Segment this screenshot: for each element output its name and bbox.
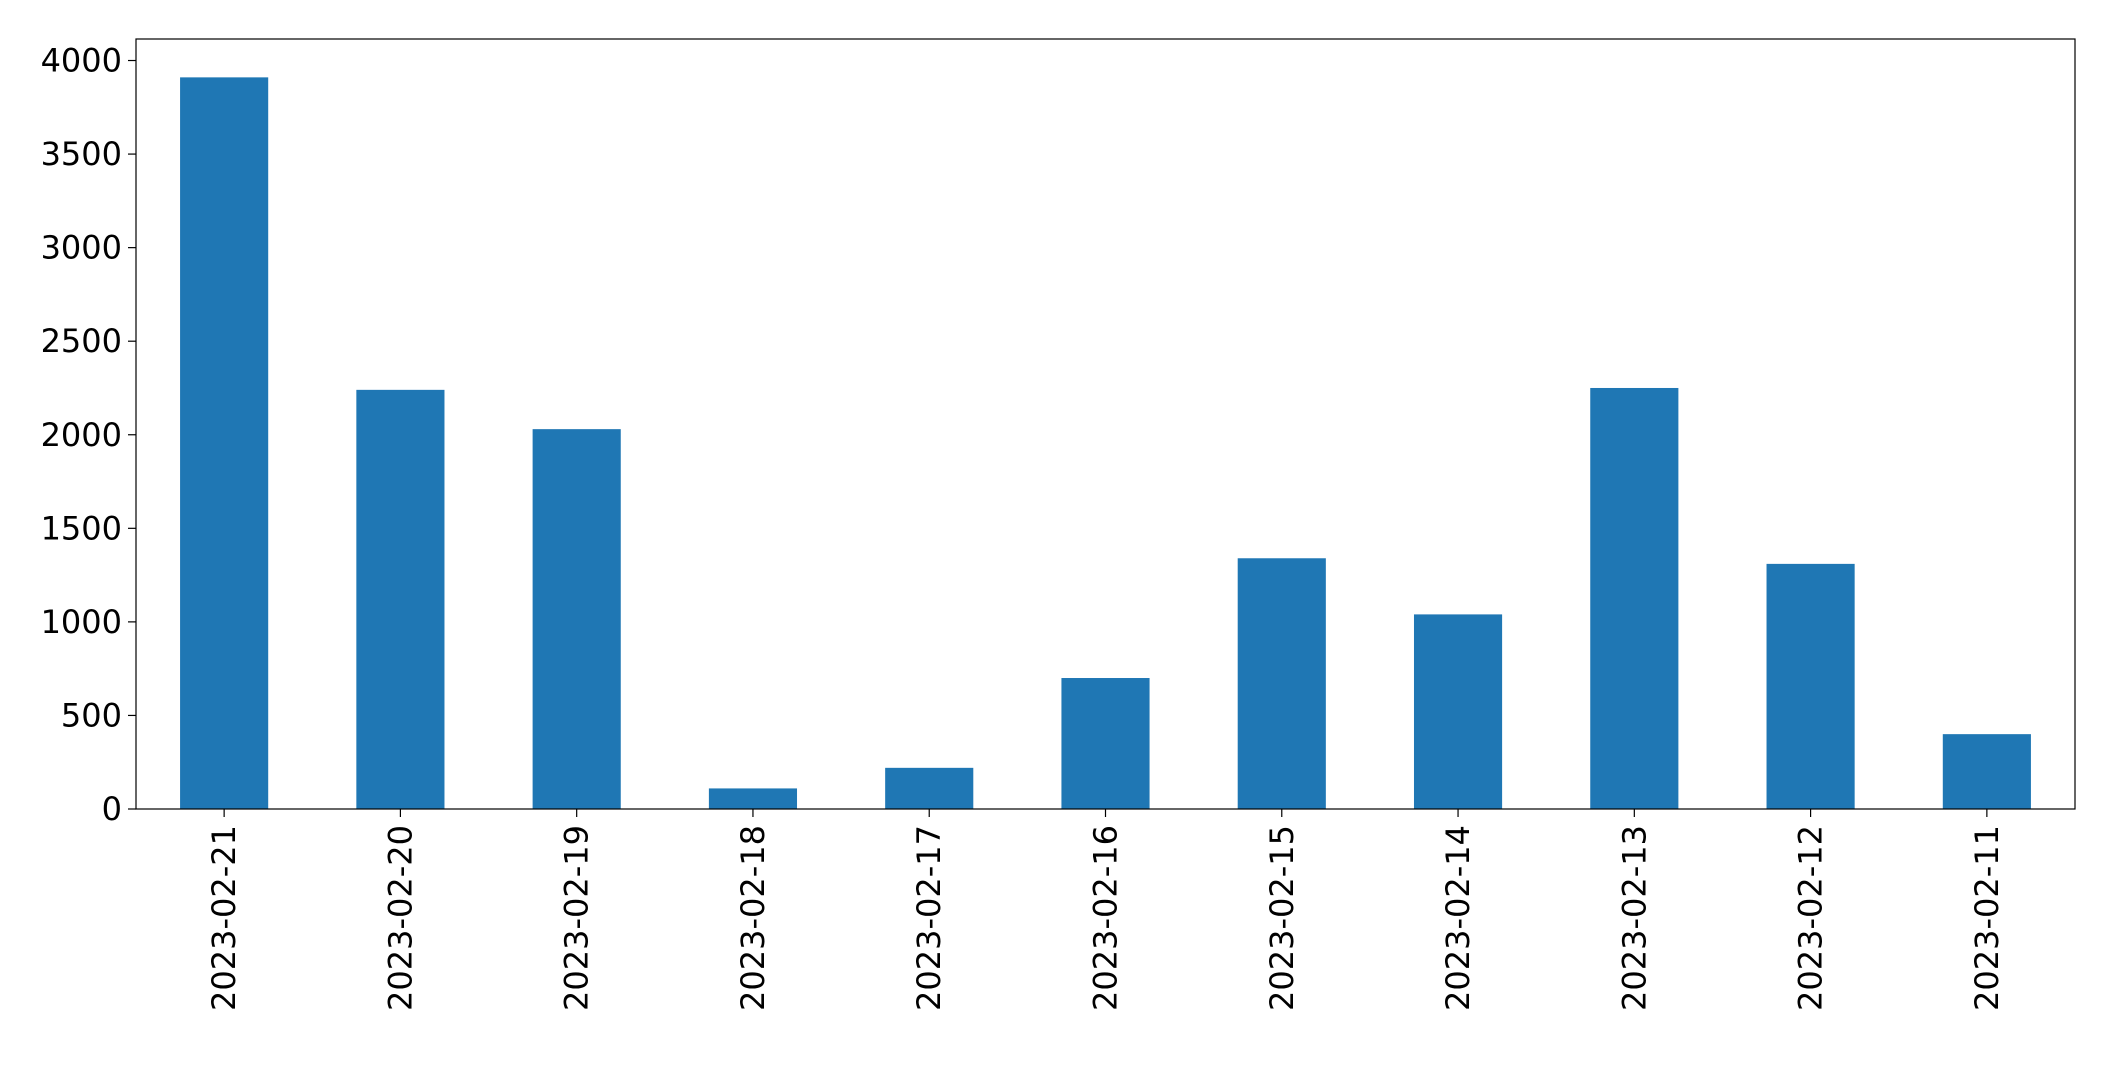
x-tick-label: 2023-02-17 <box>910 825 948 1011</box>
bar <box>1413 614 1503 809</box>
plot-frame <box>135 38 2076 810</box>
x-tick-label: 2023-02-18 <box>734 825 772 1011</box>
y-tick-label: 500 <box>61 696 122 734</box>
x-tick-label: 2023-02-15 <box>1263 825 1301 1011</box>
x-tick-label: 2023-02-14 <box>1439 825 1477 1011</box>
bar <box>1590 387 1679 809</box>
y-tick-label: 3500 <box>41 135 122 173</box>
bar <box>1061 678 1150 809</box>
y-tick-label: 2000 <box>41 416 122 454</box>
x-tick-label: 2023-02-11 <box>1968 825 2006 1011</box>
y-tick-label: 1500 <box>41 509 122 547</box>
x-tick-label: 2023-02-16 <box>1087 825 1125 1011</box>
x-tick-label: 2023-02-12 <box>1792 825 1830 1011</box>
bar <box>1237 558 1326 809</box>
x-tick-label: 2023-02-13 <box>1615 825 1653 1011</box>
bar <box>708 788 798 809</box>
bar <box>180 77 269 809</box>
y-tick-label: 2500 <box>41 322 122 360</box>
bar <box>532 429 621 809</box>
x-tick-label: 2023-02-21 <box>205 825 243 1011</box>
y-tick-label: 0 <box>102 790 122 828</box>
y-tick-label: 4000 <box>41 42 122 80</box>
y-tick-label: 1000 <box>41 603 122 641</box>
x-tick-label: 2023-02-20 <box>381 825 419 1011</box>
bar <box>1942 734 2031 809</box>
bar <box>1766 563 1855 809</box>
x-tick-label: 2023-02-19 <box>558 825 596 1011</box>
y-tick-label: 3000 <box>41 229 122 267</box>
bar <box>885 767 974 809</box>
bar <box>356 389 445 809</box>
